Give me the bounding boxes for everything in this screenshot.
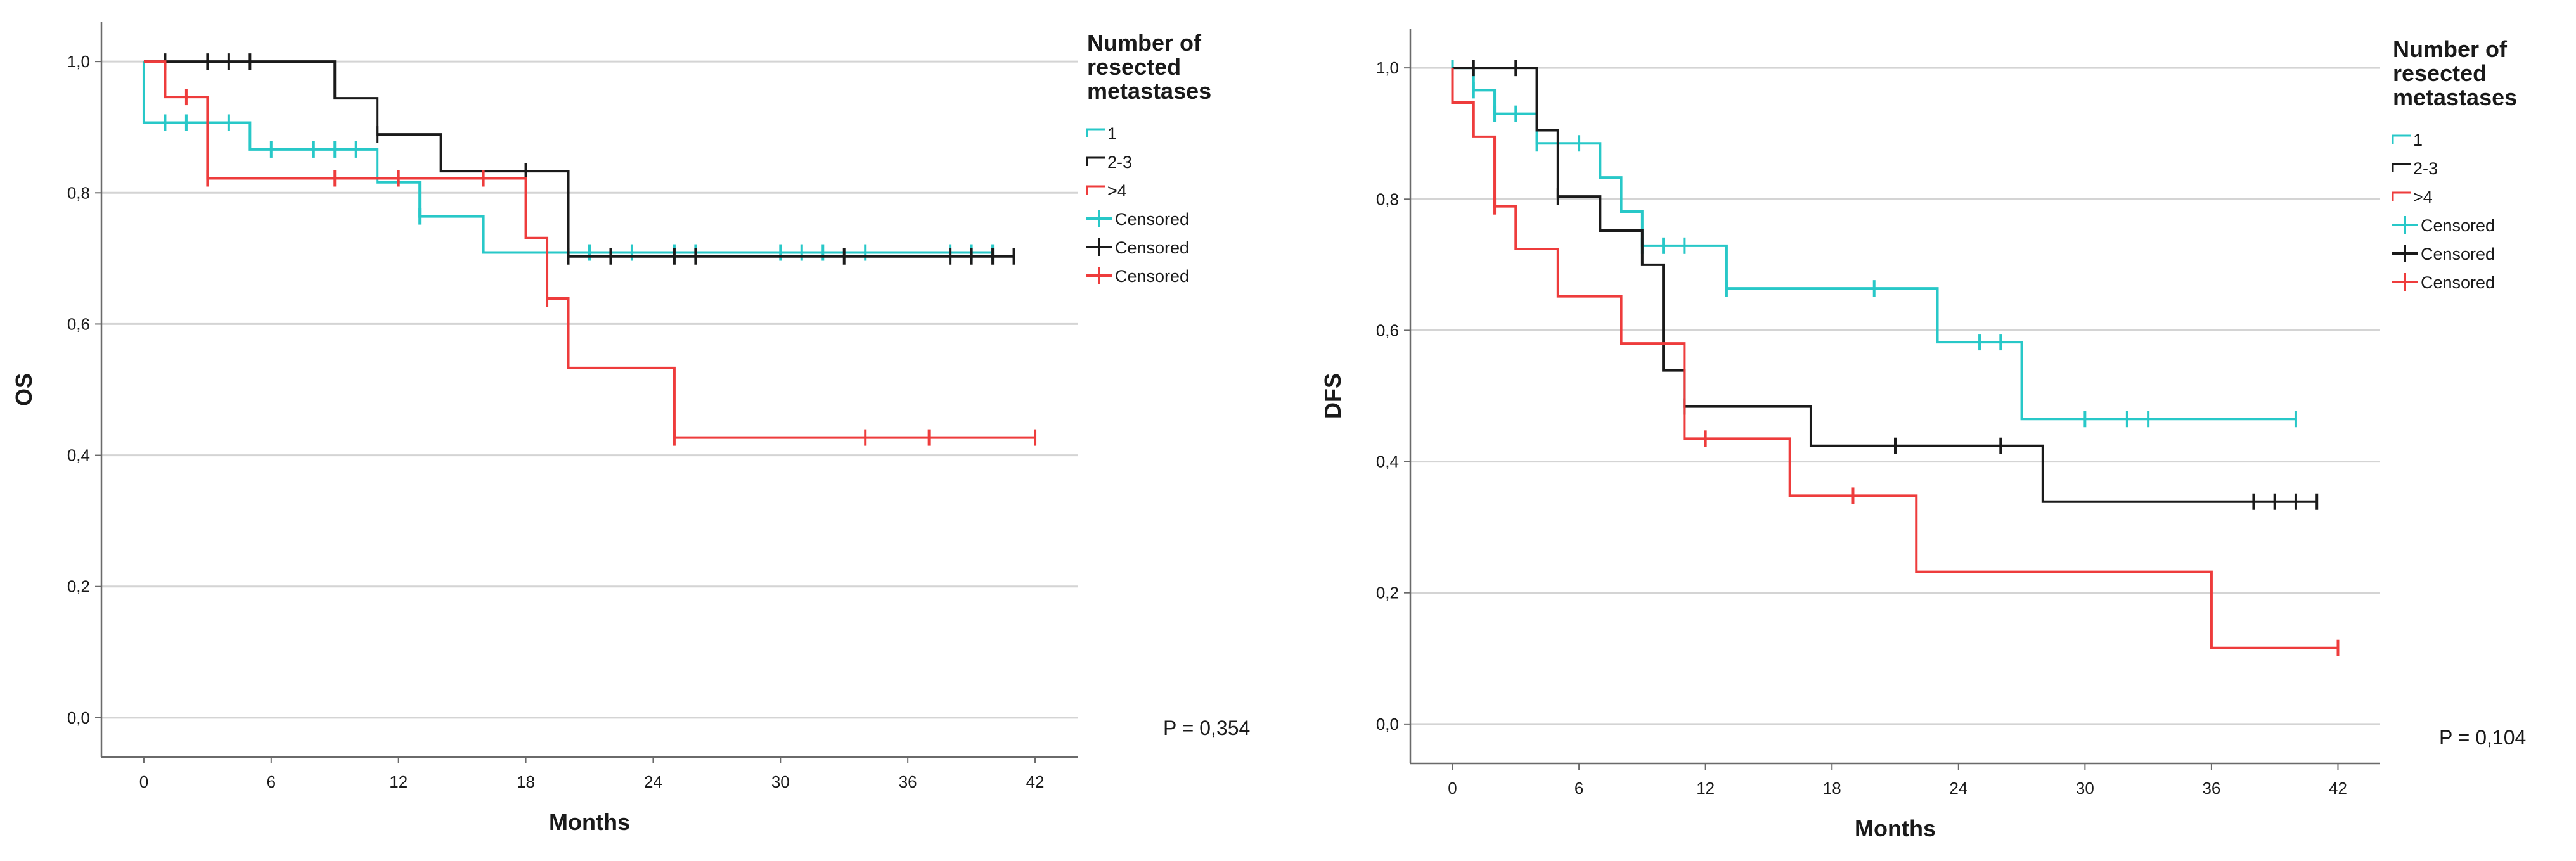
legend-title-line: metastases xyxy=(2393,84,2517,110)
x-tick-label: 36 xyxy=(899,772,917,791)
survival-curve xyxy=(1452,67,2317,503)
y-tick-label: 0,8 xyxy=(1376,189,1399,208)
legend-title-line: resected xyxy=(1087,54,1181,80)
survival-curve xyxy=(143,60,1036,439)
x-tick-label: 18 xyxy=(1823,779,1841,798)
x-tick-label: 6 xyxy=(1575,779,1583,798)
survival-curve xyxy=(143,60,1014,258)
x-axis-title: Months xyxy=(549,809,630,835)
x-tick-label: 12 xyxy=(389,772,408,791)
legend-title-line: resected xyxy=(2393,60,2487,86)
legend-label: >4 xyxy=(1107,181,1127,200)
legend-label: Censored xyxy=(2421,245,2495,264)
x-tick-label: 24 xyxy=(1949,779,1967,798)
x-tick-label: 30 xyxy=(2076,779,2094,798)
legend-title-line: metastases xyxy=(1087,78,1211,104)
legend-label: >4 xyxy=(2413,188,2433,207)
y-axis-title: DFS xyxy=(1320,373,1346,419)
survival-curve xyxy=(1451,68,2338,649)
legend-step-symbol xyxy=(2392,134,2411,144)
x-tick-label: 12 xyxy=(1696,779,1715,798)
p-value: P = 0,104 xyxy=(2439,726,2526,749)
y-tick-label: 0,2 xyxy=(67,577,90,596)
legend-title-line: Number of xyxy=(1087,30,1202,56)
y-axis-title: OS xyxy=(11,373,37,406)
x-tick-label: 18 xyxy=(517,772,535,791)
y-tick-label: 0,4 xyxy=(67,446,90,465)
x-tick-label: 0 xyxy=(139,772,148,791)
y-tick-label: 0,6 xyxy=(67,314,90,333)
chart-2: 0,0 0,2 0,4 0,6 0,8 1,0 0 6 12 18 24 30 36 42 Months DF… xyxy=(1320,29,2526,841)
x-tick-label: 0 xyxy=(1448,779,1457,798)
y-tick-label: 0,6 xyxy=(1376,321,1399,340)
legend-label: Censored xyxy=(1115,267,1189,286)
y-tick-label: 0,0 xyxy=(1376,715,1399,734)
series-2 xyxy=(1452,60,2319,510)
legend-step-symbol xyxy=(1086,128,1105,137)
y-tick-label: 0,8 xyxy=(67,183,90,202)
legend-step-symbol xyxy=(2392,163,2411,172)
legend-label: 1 xyxy=(2413,131,2423,150)
x-axis-title: Months xyxy=(1855,815,1936,841)
x-tick-label: 36 xyxy=(2202,779,2220,798)
series-1 xyxy=(1451,60,2297,428)
chart-1: 0,0 0,2 0,4 0,6 0,8 1,0 0 6 12 18 24 30 36 42 Months OS… xyxy=(11,22,1250,835)
x-tick-label: 42 xyxy=(1026,772,1045,791)
y-tick-label: 1,0 xyxy=(67,52,90,71)
y-tick-label: 1,0 xyxy=(1376,58,1399,77)
legend-step-symbol xyxy=(1086,185,1105,195)
legend-label: Censored xyxy=(1115,210,1189,229)
legend-step-symbol xyxy=(1086,156,1105,166)
legend-label: Censored xyxy=(2421,273,2495,292)
legend-label: Censored xyxy=(2421,216,2495,235)
y-tick-label: 0,4 xyxy=(1376,452,1399,471)
y-tick-label: 0,2 xyxy=(1376,584,1399,603)
series-3 xyxy=(1451,68,2340,656)
x-tick-label: 6 xyxy=(267,772,276,791)
survival-curve xyxy=(142,61,993,254)
legend-title-line: Number of xyxy=(2393,36,2508,62)
survival-curve xyxy=(1452,67,2296,421)
legend-step-symbol xyxy=(2392,191,2411,201)
series-2 xyxy=(143,53,1015,265)
p-value: P = 0,354 xyxy=(1163,717,1250,739)
x-tick-label: 30 xyxy=(771,772,790,791)
x-tick-label: 24 xyxy=(644,772,662,791)
legend-label: Censored xyxy=(1115,238,1189,257)
y-tick-label: 0,0 xyxy=(67,708,90,727)
series-3 xyxy=(143,60,1037,446)
x-tick-label: 42 xyxy=(2329,779,2347,798)
legend-label: 1 xyxy=(1107,124,1117,143)
legend-label: 2-3 xyxy=(1107,153,1132,172)
legend-label: 2-3 xyxy=(2413,159,2438,178)
